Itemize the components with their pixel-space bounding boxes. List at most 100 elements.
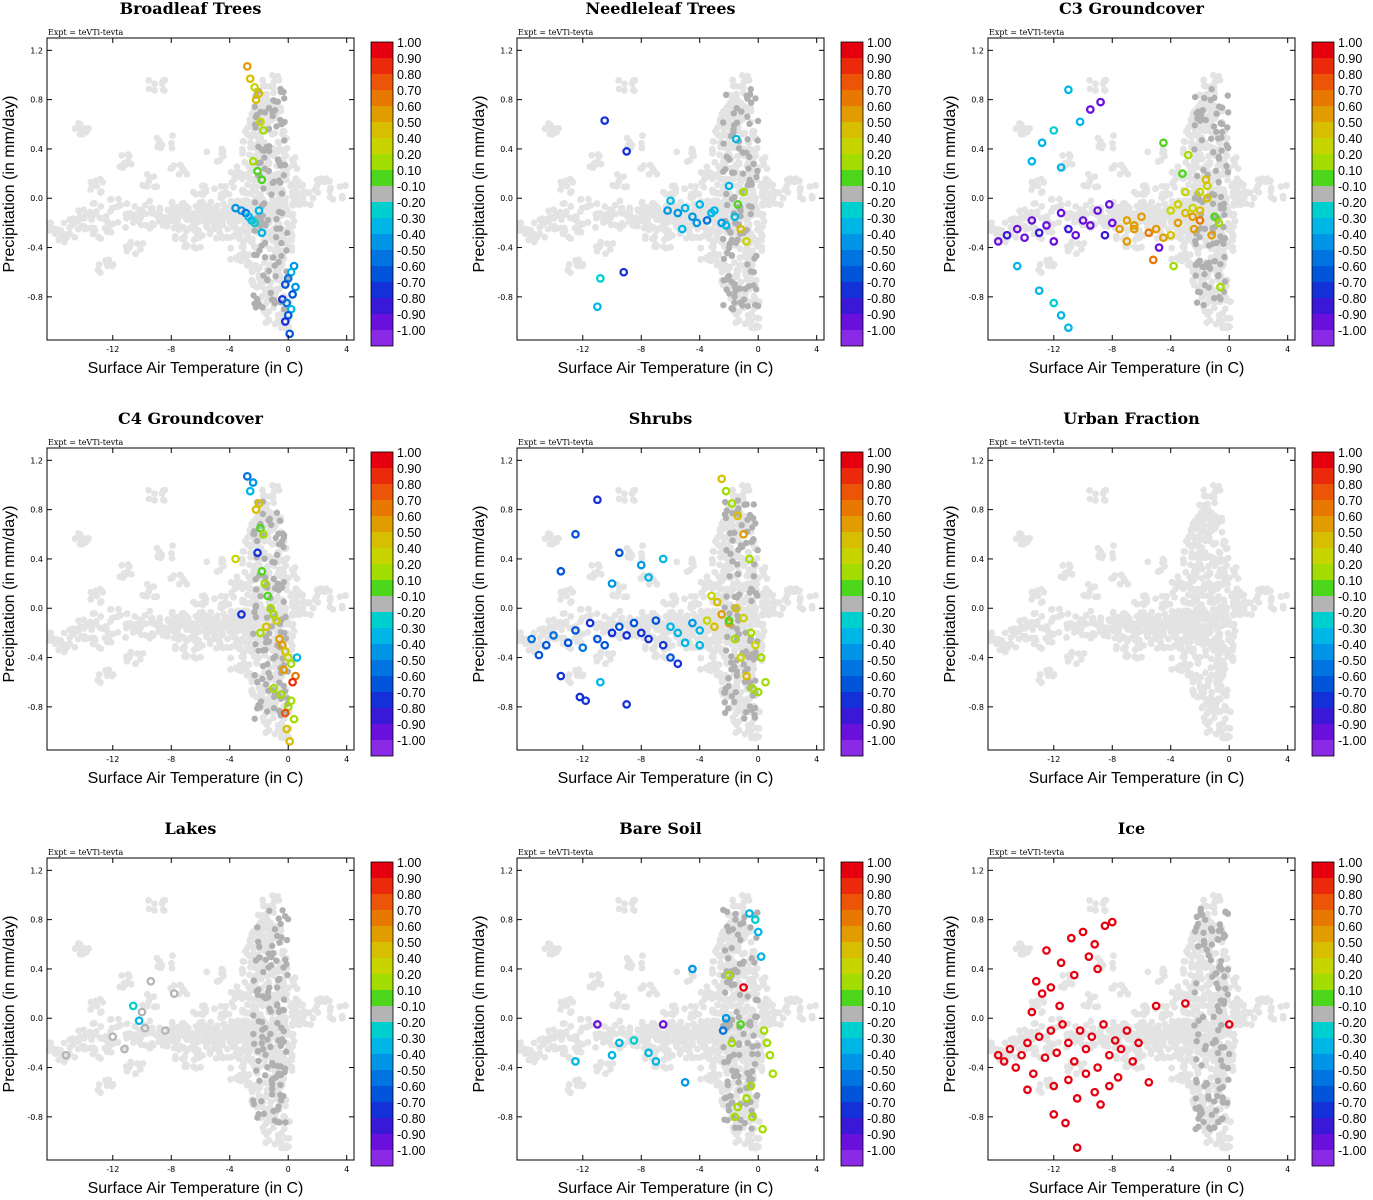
background-point <box>187 634 195 642</box>
data-point <box>742 237 751 246</box>
background-point <box>1091 173 1099 180</box>
colorbar-swatch <box>841 138 863 154</box>
background-point <box>97 645 105 653</box>
background-point <box>55 236 63 244</box>
background-point <box>530 219 538 227</box>
background-point <box>291 564 299 571</box>
background-point <box>692 183 700 190</box>
background-point <box>279 127 287 135</box>
insignificant-point <box>1218 104 1226 111</box>
background-point <box>602 250 609 258</box>
background-point <box>317 175 325 183</box>
background-point <box>736 245 744 253</box>
insignificant-point <box>266 143 273 150</box>
background-point <box>122 224 129 231</box>
data-point <box>736 224 746 234</box>
background-point <box>771 200 779 208</box>
data-point <box>1049 237 1059 246</box>
colorbar-swatch <box>1312 266 1334 282</box>
background-point <box>246 151 253 159</box>
data-point <box>695 200 705 209</box>
background-point <box>1126 210 1133 218</box>
insignificant-point <box>1215 178 1222 186</box>
background-point <box>701 231 709 239</box>
data-point <box>1122 237 1132 246</box>
background-point <box>633 216 640 224</box>
x-tick-label: -8 <box>637 345 645 354</box>
data-point <box>1064 224 1073 234</box>
background-point <box>558 216 565 223</box>
background-point <box>808 194 816 202</box>
y-tick-label: 1.2 <box>971 46 984 55</box>
background-point <box>336 593 344 601</box>
background-point <box>787 175 795 183</box>
background-point <box>120 570 128 577</box>
background-point <box>222 183 230 190</box>
background-point <box>733 90 741 98</box>
background-point <box>683 158 691 166</box>
background-point <box>150 593 158 601</box>
background-point <box>127 570 135 578</box>
insignificant-point <box>720 301 727 309</box>
background-point <box>1033 177 1041 185</box>
background-point <box>275 285 283 293</box>
insignificant-point <box>273 123 280 130</box>
insignificant-point <box>1224 92 1231 99</box>
background-point <box>1209 71 1217 79</box>
data-point <box>1049 126 1059 135</box>
background-point <box>292 175 300 183</box>
background-point <box>690 200 698 208</box>
insignificant-point <box>265 104 273 112</box>
background-point <box>1279 194 1287 202</box>
background-point <box>198 198 206 206</box>
background-point <box>133 650 141 658</box>
background-point <box>211 185 218 193</box>
background-point <box>1092 80 1099 88</box>
data-point <box>1201 175 1211 185</box>
background-point <box>536 216 544 224</box>
background-point <box>1243 189 1251 197</box>
insignificant-point <box>753 173 760 181</box>
background-point <box>689 147 697 155</box>
background-point <box>195 628 202 636</box>
colorbar-label: 0.10 <box>867 164 891 178</box>
background-point <box>190 243 197 251</box>
background-point <box>243 130 251 138</box>
background-point <box>1058 201 1065 209</box>
background-point <box>1203 289 1211 297</box>
data-point <box>1027 216 1037 225</box>
data-point <box>1195 206 1205 215</box>
background-point <box>1134 232 1142 240</box>
colorbar-label: -0.70 <box>397 276 426 290</box>
background-point <box>107 605 115 613</box>
background-point <box>198 608 206 616</box>
background-point <box>716 259 724 267</box>
background-point <box>1182 158 1190 166</box>
background-point <box>131 613 139 620</box>
colorbar-swatch <box>1312 250 1334 266</box>
background-point <box>1038 188 1046 196</box>
background-point <box>295 201 303 209</box>
background-point <box>1119 235 1127 243</box>
colorbar-swatch <box>841 298 863 314</box>
insignificant-point <box>720 277 727 284</box>
insignificant-point <box>1212 167 1220 175</box>
background-point <box>1112 232 1120 240</box>
background-point <box>1096 218 1104 225</box>
background-point <box>249 235 256 243</box>
background-point <box>1185 231 1192 239</box>
data-point <box>1216 282 1225 292</box>
background-point <box>171 642 179 650</box>
background-point <box>1055 218 1063 226</box>
insignificant-point <box>1223 141 1230 149</box>
insignificant-point <box>751 255 758 262</box>
colorbar-label: -0.20 <box>1338 196 1367 210</box>
background-point <box>244 641 251 649</box>
insignificant-point <box>1208 85 1215 93</box>
background-point <box>269 494 277 501</box>
background-point <box>746 248 754 256</box>
background-point <box>102 626 110 634</box>
background-point <box>700 223 707 231</box>
background-point <box>606 246 614 253</box>
background-point <box>1086 76 1093 84</box>
